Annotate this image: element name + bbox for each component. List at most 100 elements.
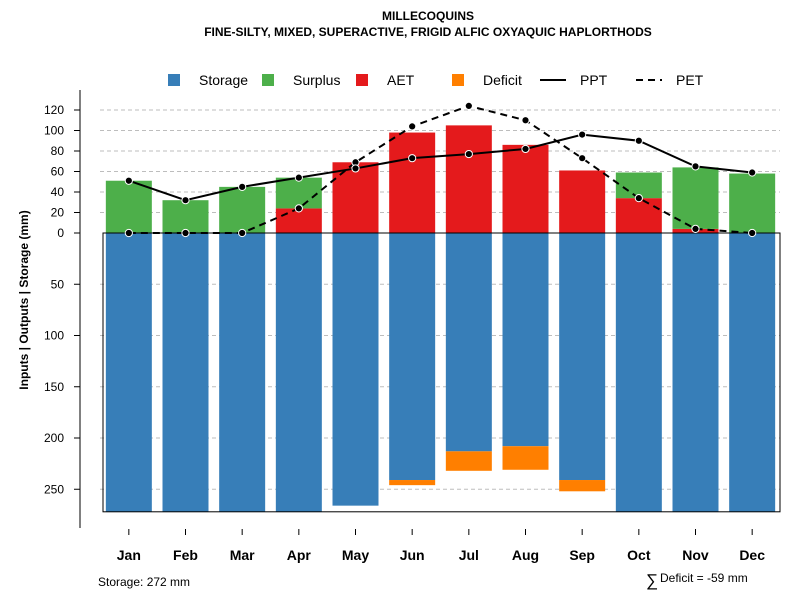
x-tick-label: May (342, 547, 369, 563)
legend-label: Surplus (293, 72, 340, 88)
surplus-bar (672, 167, 719, 229)
legend-swatch (262, 74, 274, 86)
ppt-point (408, 154, 417, 163)
x-tick-label: Jun (400, 547, 425, 563)
x-tick-label: Oct (627, 547, 651, 563)
pet-point (408, 122, 417, 131)
surplus-bar (105, 180, 152, 233)
lines (124, 101, 757, 238)
aet-bar (332, 162, 379, 233)
x-tick-label: Jan (117, 547, 141, 563)
y-tick-label: 80 (51, 144, 65, 158)
pet-point (238, 228, 247, 238)
axes: 0 20 40 60 80 100 120 50 100 150 200 250 Jan Feb Mar Ap… (44, 90, 765, 563)
surplus-bar (219, 186, 266, 233)
ppt-point (634, 136, 643, 145)
y-tick-label: 250 (44, 482, 64, 496)
surplus-bar (162, 200, 209, 233)
deficit-bar (445, 451, 492, 471)
ppt-point (238, 182, 247, 191)
ppt-point (691, 162, 700, 171)
y-tick-label: 60 (51, 165, 65, 179)
pet-point (578, 154, 587, 163)
surplus-bar (729, 173, 776, 233)
y-tick-label: 120 (44, 103, 64, 117)
y-tick-label: 100 (44, 124, 64, 138)
storage-bar (389, 233, 436, 481)
pet-point (124, 228, 133, 238)
legend-swatch (452, 74, 464, 86)
ppt-point (181, 196, 190, 205)
storage-bar (219, 233, 266, 512)
storage-bar (502, 233, 549, 447)
aet-bar (502, 144, 549, 233)
y-tick-label: 20 (51, 206, 65, 220)
chart-subtitle: FINE-SILTY, MIXED, SUPERACTIVE, FRIGID A… (204, 25, 652, 39)
storage-bar (105, 233, 152, 512)
x-tick-label: Dec (739, 547, 765, 563)
ppt-point (351, 164, 360, 173)
aet-bar (275, 208, 322, 233)
y-tick-label: 100 (44, 329, 64, 343)
ppt-point (578, 130, 587, 139)
x-tick-label: Feb (173, 547, 198, 563)
ppt-point (464, 149, 473, 159)
ppt-point (748, 168, 757, 177)
y-tick-label: 0 (57, 226, 64, 240)
y-tick-label: 50 (51, 277, 65, 291)
legend: Storage Surplus AET Deficit PPT PET (168, 72, 704, 88)
pet-point (181, 228, 190, 238)
ppt-point (521, 144, 530, 154)
x-tick-label: Aug (512, 547, 539, 563)
surplus-bar (275, 177, 322, 209)
pet-point (294, 204, 303, 213)
pet-point (634, 194, 643, 203)
storage-bar (615, 233, 662, 512)
y-tick-label: 150 (44, 380, 64, 394)
y-tick-label: 200 (44, 431, 64, 445)
aet-bar (615, 198, 662, 233)
y-tick-label: 40 (51, 185, 65, 199)
y-axis-label: Inputs | Outputs | Storage (mm) (17, 210, 31, 389)
legend-label: Deficit (483, 72, 522, 88)
deficit-total: Deficit = -59 mm (660, 571, 748, 585)
pet-line (128, 104, 753, 234)
aet-bar (445, 125, 492, 233)
storage-bar (559, 233, 606, 481)
storage-bar (729, 233, 776, 512)
deficit-bar (502, 446, 549, 470)
gridlines (100, 109, 780, 490)
deficit-bar (559, 480, 606, 492)
storage-bar (445, 233, 492, 452)
ppt-point (294, 173, 303, 182)
storage-bar (162, 233, 209, 512)
surplus-bar (615, 172, 662, 199)
x-tick-label: Mar (230, 547, 255, 563)
legend-swatch (168, 74, 180, 86)
legend-label: PPT (580, 72, 608, 88)
pet-point (748, 228, 757, 238)
storage-bar (332, 233, 379, 506)
ppt-point (124, 176, 133, 185)
x-tick-label: Sep (569, 547, 595, 563)
legend-label: PET (676, 72, 704, 88)
legend-label: Storage (199, 72, 248, 88)
x-tick-label: Nov (682, 547, 709, 563)
chart-title: MILLECOQUINS (382, 9, 474, 23)
storage-total: Storage: 272 mm (98, 575, 190, 589)
deficit-bar (389, 480, 436, 486)
storage-bar (672, 233, 719, 512)
pet-point (464, 101, 473, 111)
storage-bar (275, 233, 322, 512)
x-tick-label: Jul (459, 547, 479, 563)
pet-point (691, 224, 700, 233)
legend-label: AET (387, 72, 415, 88)
legend-swatch (356, 74, 368, 86)
bars (102, 125, 781, 513)
x-tick-label: Apr (287, 547, 312, 563)
ppt-line (128, 133, 753, 202)
aet-bar (559, 170, 606, 233)
sum-icon: ∑ (646, 571, 658, 590)
aet-bar (389, 132, 436, 233)
